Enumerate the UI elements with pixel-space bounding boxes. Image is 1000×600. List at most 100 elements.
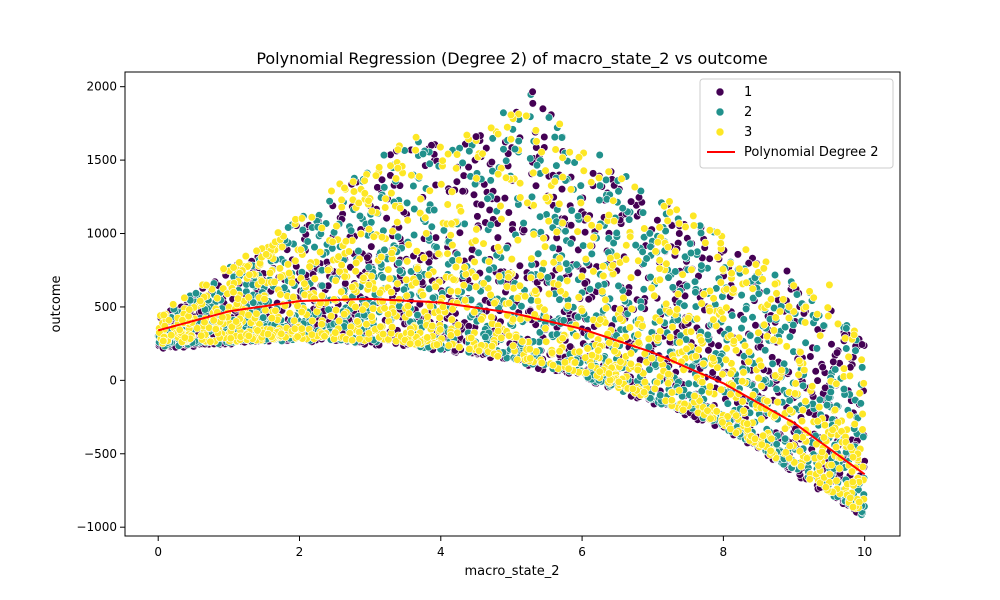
scatter-point — [618, 204, 627, 213]
scatter-point — [525, 345, 534, 354]
scatter-point — [520, 292, 530, 301]
scatter-point — [555, 347, 564, 356]
scatter-point — [782, 342, 791, 351]
scatter-point — [798, 381, 808, 390]
scatter-point — [664, 379, 673, 388]
scatter-point — [364, 329, 374, 338]
scatter-point — [453, 150, 462, 159]
scatter-point — [653, 216, 662, 225]
scatter-point — [691, 288, 700, 297]
scatter-point — [689, 211, 698, 220]
scatter-point — [789, 281, 798, 290]
scatter-point — [297, 324, 306, 333]
legend-label-fit: Polynomial Degree 2 — [744, 145, 879, 160]
scatter-point — [827, 340, 836, 349]
scatter-point — [639, 285, 648, 294]
scatter-point-outlier — [472, 132, 481, 141]
scatter-point — [341, 237, 351, 246]
scatter-point — [541, 324, 550, 333]
scatter-point — [763, 397, 772, 406]
scatter-point — [587, 249, 596, 258]
scatter-point — [426, 302, 435, 311]
scatter-point — [684, 379, 693, 388]
scatter-point — [384, 310, 393, 319]
scatter-point — [375, 163, 384, 172]
scatter-point — [493, 352, 502, 361]
scatter-point — [504, 208, 513, 217]
scatter-point — [598, 262, 608, 271]
scatter-point-outlier — [510, 145, 520, 154]
scatter-point — [388, 227, 397, 236]
scatter-point — [573, 212, 583, 221]
scatter-point — [532, 137, 541, 146]
scatter-point — [615, 305, 625, 314]
scatter-point — [402, 291, 411, 300]
scatter-point — [604, 167, 613, 176]
scatter-point — [718, 314, 728, 323]
scatter-point — [699, 290, 709, 299]
scatter-point — [833, 319, 843, 329]
scatter-point — [718, 370, 727, 379]
scatter-point — [532, 161, 542, 170]
scatter-point — [744, 357, 753, 366]
scatter-point — [622, 241, 631, 250]
scatter-point — [566, 239, 575, 248]
scatter-point — [655, 256, 664, 265]
scatter-point — [845, 411, 855, 420]
scatter-point — [819, 321, 828, 330]
scatter-point — [493, 233, 503, 242]
scatter-point — [795, 447, 804, 456]
scatter-point — [406, 339, 415, 348]
scatter-point — [601, 295, 610, 304]
scatter-point — [503, 123, 512, 132]
scatter-point — [244, 331, 253, 341]
scatter-point — [813, 310, 822, 319]
scatter-point — [438, 156, 447, 165]
scatter-point — [589, 233, 598, 242]
scatter-point — [757, 382, 766, 391]
scatter-point — [443, 249, 452, 258]
scatter-point — [235, 258, 244, 267]
scatter-point — [830, 405, 840, 415]
scatter-point — [636, 186, 646, 196]
scatter-point — [666, 333, 675, 342]
scatter-point — [829, 357, 838, 366]
scatter-point — [451, 262, 461, 272]
scatter-point — [432, 340, 442, 349]
scatter-point — [360, 176, 369, 185]
scatter-point — [275, 264, 285, 273]
scatter-point — [307, 330, 317, 339]
scatter-point — [813, 376, 822, 385]
scatter-point — [772, 384, 781, 394]
scatter-point — [577, 306, 587, 315]
scatter-point — [297, 214, 307, 223]
scatter-point — [586, 241, 595, 250]
scatter-point — [842, 344, 851, 353]
scatter-point — [485, 205, 494, 215]
y-axis-label: outcome — [49, 275, 64, 332]
scatter-point — [465, 147, 474, 156]
scatter-point — [644, 334, 653, 344]
scatter-point — [499, 145, 508, 154]
scatter-point — [681, 222, 690, 231]
scatter-point — [526, 354, 535, 363]
scatter-point — [470, 257, 479, 267]
scatter-point — [454, 321, 463, 330]
scatter-point — [331, 306, 341, 315]
scatter-point — [544, 217, 553, 226]
scatter-point — [508, 315, 518, 324]
scatter-point — [604, 369, 614, 378]
scatter-point — [792, 433, 801, 442]
scatter-point — [486, 176, 495, 185]
scatter-point — [655, 223, 664, 232]
scatter-point — [695, 396, 704, 405]
scatter-point — [456, 207, 466, 216]
scatter-point — [609, 216, 619, 226]
scatter-point — [544, 289, 554, 299]
scatter-point — [801, 397, 810, 406]
scatter-point — [531, 286, 540, 296]
scatter-point — [557, 185, 567, 194]
scatter-point — [555, 199, 564, 208]
scatter-point — [737, 324, 746, 333]
scatter-point — [527, 192, 537, 201]
